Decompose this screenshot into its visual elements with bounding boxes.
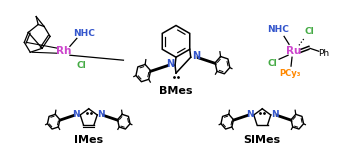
Text: PCy₃: PCy₃ [279, 69, 301, 78]
Polygon shape [102, 114, 119, 122]
Text: N: N [166, 59, 174, 69]
Text: SIMes: SIMes [244, 134, 281, 145]
Text: N: N [97, 110, 105, 120]
Text: N: N [72, 110, 80, 120]
Text: NHC: NHC [73, 29, 95, 38]
Text: IMes: IMes [74, 134, 103, 145]
Text: Ru: Ru [286, 46, 302, 56]
Text: Cl: Cl [305, 27, 315, 36]
Text: BMes: BMes [159, 86, 193, 96]
Polygon shape [276, 114, 292, 122]
Polygon shape [232, 114, 249, 122]
Text: NHC: NHC [267, 25, 289, 34]
Text: N: N [192, 51, 200, 61]
Text: Ph: Ph [318, 49, 329, 58]
Text: N: N [271, 110, 279, 120]
Text: Cl: Cl [267, 59, 277, 68]
Text: N: N [246, 110, 254, 120]
Text: Rh: Rh [56, 46, 72, 56]
Polygon shape [197, 56, 216, 65]
Polygon shape [149, 64, 169, 73]
Polygon shape [59, 114, 75, 122]
Text: Cl: Cl [77, 61, 87, 70]
